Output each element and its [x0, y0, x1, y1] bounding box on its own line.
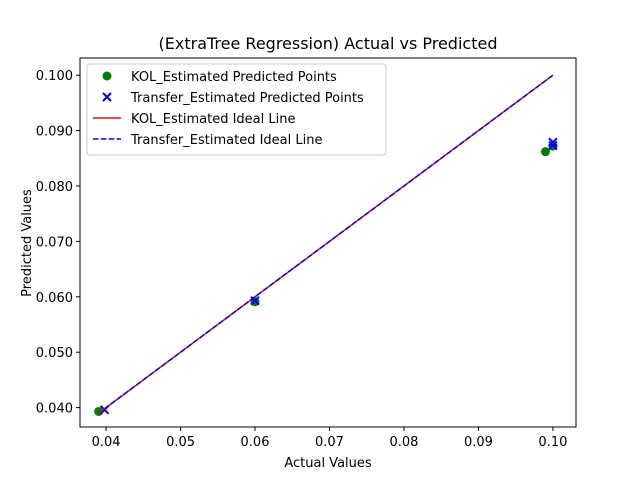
transfer-predicted-point — [548, 137, 558, 147]
transfer-predicted-point — [548, 140, 558, 151]
kol-predicted-point — [540, 147, 550, 157]
y-tick-label: 0.040 — [36, 402, 73, 417]
y-tick-label: 0.090 — [36, 125, 73, 140]
legend-label: KOL_Estimated Ideal Line — [131, 112, 295, 127]
x-tick-label: 0.07 — [315, 435, 344, 450]
y-axis: 0.040 0.050 0.060 0.070 0.080 0.090 0.100 — [36, 69, 80, 417]
transfer-ideal-line — [104, 74, 554, 410]
x-tick-label: 0.04 — [92, 435, 121, 450]
x-tick-label: 0.09 — [464, 435, 493, 450]
x-marker-icon — [102, 92, 112, 102]
y-tick-label: 0.050 — [36, 346, 73, 361]
y-tick-label: 0.080 — [36, 180, 73, 195]
x-tick-label: 0.08 — [389, 435, 418, 450]
legend-label: Transfer_Estimated Predicted Points — [130, 91, 364, 106]
legend-label: KOL_Estimated Predicted Points — [131, 70, 337, 85]
x-tick-label: 0.06 — [241, 435, 270, 450]
y-axis-label: Predicted Values — [20, 189, 35, 297]
y-tick-label: 0.070 — [36, 235, 73, 250]
legend-box — [86, 63, 387, 156]
x-axis-label: Actual Values — [284, 456, 372, 471]
plot-area — [94, 74, 558, 416]
legend-item: KOL_Estimated Ideal Line — [93, 112, 295, 127]
circle-marker-icon — [102, 71, 112, 81]
x-axis: 0.04 0.05 0.06 0.07 0.08 0.09 0.10 — [92, 427, 567, 450]
legend-item: Transfer_Estimated Ideal Line — [93, 133, 322, 148]
plot-frame — [79, 57, 577, 428]
y-tick-label: 0.060 — [36, 291, 73, 306]
legend-label: Transfer_Estimated Ideal Line — [130, 133, 322, 148]
legend-item: KOL_Estimated Predicted Points — [102, 70, 337, 85]
legend: KOL_Estimated Predicted Points Transfer_E… — [86, 63, 387, 156]
x-tick-label: 0.10 — [538, 435, 567, 450]
chart-title: (ExtraTree Regression) Actual vs Predict… — [159, 34, 498, 53]
x-tick-label: 0.05 — [166, 435, 195, 450]
y-tick-label: 0.100 — [36, 69, 73, 84]
legend-item: Transfer_Estimated Predicted Points — [102, 91, 364, 106]
